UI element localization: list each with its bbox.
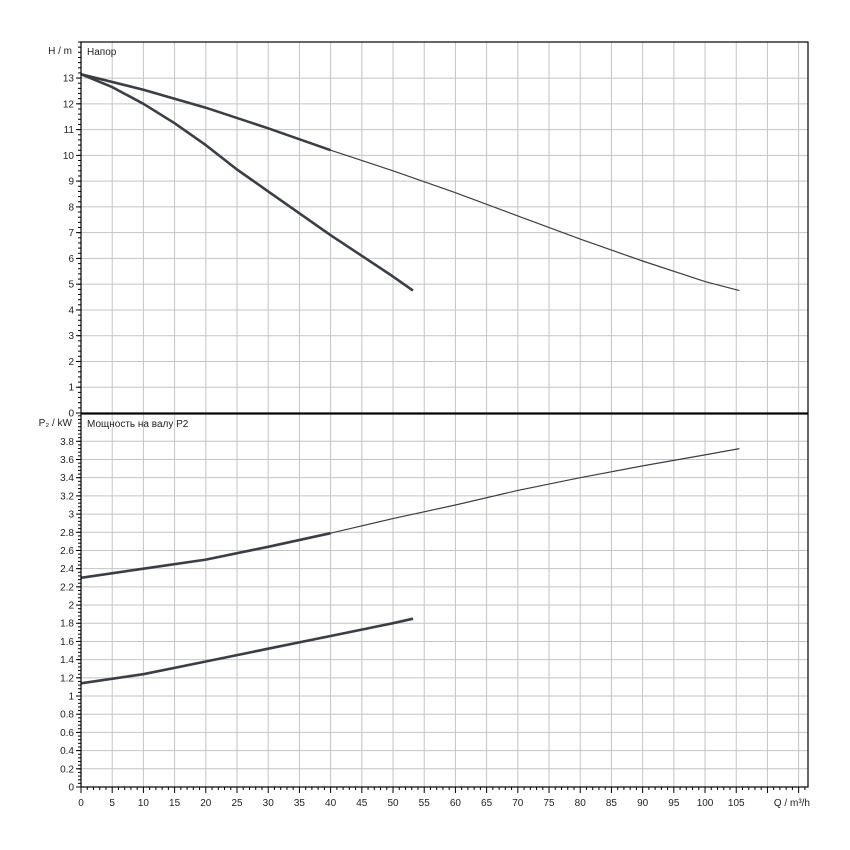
x-tick-label: 50 (387, 798, 399, 809)
y-tick-label: 0 (68, 783, 74, 794)
y-tick-label: 0.4 (60, 746, 74, 757)
y-tick-label: 2.8 (60, 528, 74, 539)
y-tick-label: 3.4 (60, 473, 74, 484)
y-tick-label: 2 (68, 601, 74, 612)
y-tick-label: 1.2 (60, 673, 74, 684)
y-tick-label: 0 (68, 409, 74, 420)
y-tick-label: 6 (68, 254, 74, 265)
y-tick-label: 8 (68, 202, 74, 213)
y-tick-label: 2.4 (60, 564, 74, 575)
x-tick-label: 40 (325, 798, 337, 809)
x-tick-label: 25 (231, 798, 243, 809)
x-tick-label: 85 (606, 798, 618, 809)
y-tick-label: 11 (64, 125, 75, 136)
y-tick-label: 2.2 (60, 582, 74, 593)
x-tick-label: 45 (356, 798, 368, 809)
y-tick-label: 3.2 (60, 491, 74, 502)
y-tick-label: 4 (68, 305, 74, 316)
x-tick-label: 35 (294, 798, 306, 809)
y-tick-label: 7 (68, 228, 74, 239)
y-tick-label: 12 (63, 99, 75, 110)
x-tick-label: 95 (668, 798, 680, 809)
curve-1-1-extension (330, 149, 740, 292)
x-tick-label: 5 (109, 798, 115, 809)
y-tick-label: 2 (68, 357, 74, 368)
x-tick-label: 80 (575, 798, 587, 809)
y-tick-label: 0.6 (60, 728, 74, 739)
x-tick-label: 75 (543, 798, 555, 809)
plot-frame (80, 41, 809, 414)
x-tick-label: 65 (481, 798, 493, 809)
panel-title: Мощность на валу P2 (87, 419, 189, 430)
y-axis-label: H / m (48, 46, 72, 57)
panel-title: Напор (87, 47, 117, 58)
curve-1-2 (80, 72, 414, 292)
y-tick-label: 3 (68, 510, 74, 521)
y-tick-label: 9 (68, 177, 74, 188)
x-tick-label: 70 (512, 798, 524, 809)
x-tick-label: 0 (78, 798, 84, 809)
y-tick-label: 10 (63, 151, 75, 162)
x-tick-label: 20 (200, 798, 212, 809)
y-tick-label: 3.8 (60, 437, 74, 448)
y-tick-label: 1 (68, 383, 74, 394)
y-tick-label: 2.6 (60, 546, 74, 557)
y-tick-label: 3 (68, 331, 74, 342)
y-tick-label: 13 (63, 74, 75, 85)
x-tick-label: 55 (419, 798, 431, 809)
plot-frame (80, 413, 809, 788)
x-tick-label: 10 (138, 798, 150, 809)
curve-2-2 (80, 617, 414, 685)
x-tick-label: 30 (263, 798, 275, 809)
y-tick-label: 5 (68, 280, 74, 291)
curve-1-1 (80, 72, 332, 152)
y-tick-label: 1.8 (60, 619, 74, 630)
y-tick-label: 1 (68, 692, 74, 703)
x-tick-label: 100 (697, 798, 714, 809)
curve-2-1-extension (330, 448, 740, 534)
y-axis-label: P₂ / kW (39, 418, 73, 429)
x-tick-label: 60 (450, 798, 462, 809)
x-tick-label: 105 (728, 798, 745, 809)
x-tick-label: 15 (169, 798, 181, 809)
x-axis-label: Q / m³/h (774, 798, 810, 809)
panel-2: 0 0.2 0.4 0.6 0.8 1 1.2 1.4 1.6 1.8 2 2.2 2.4 2.6 2.8 3… (39, 413, 809, 794)
y-tick-label: 1.4 (60, 655, 74, 666)
y-tick-label: 1.6 (60, 637, 74, 648)
y-tick-label: 0.8 (60, 710, 74, 721)
y-tick-label: 3.6 (60, 455, 74, 466)
x-tick-label: 90 (637, 798, 649, 809)
y-tick-label: 0.2 (60, 764, 74, 775)
curve-2-1 (80, 531, 331, 580)
